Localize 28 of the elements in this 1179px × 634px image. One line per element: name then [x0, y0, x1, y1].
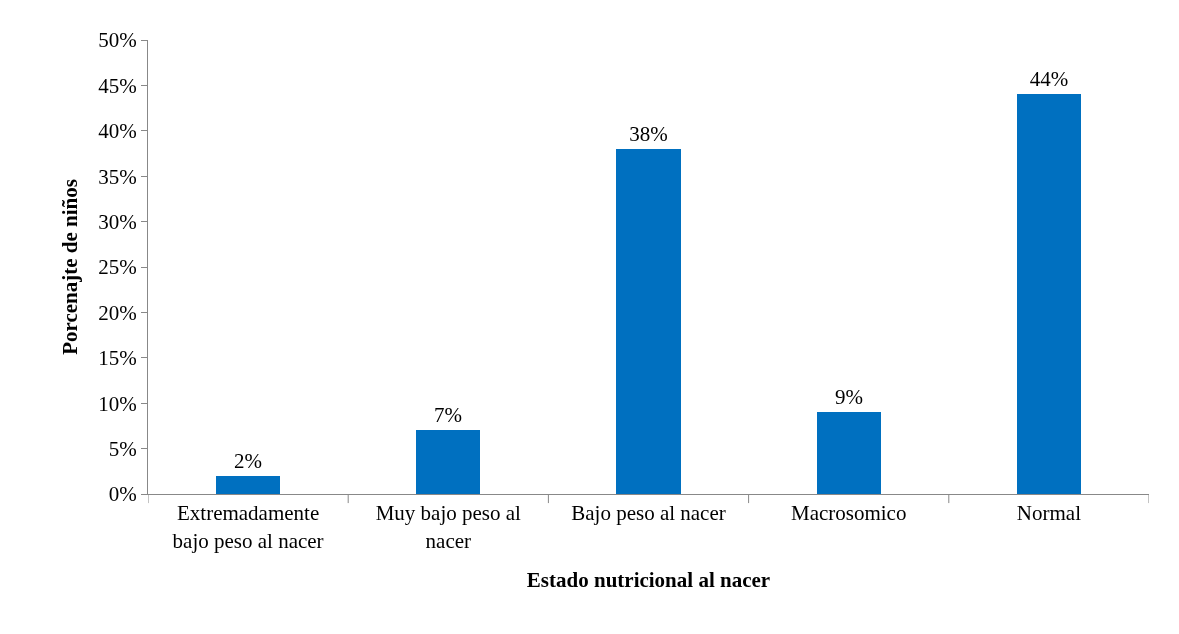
y-tick-label: 35%: [98, 164, 137, 189]
y-tick-label: 15%: [98, 346, 137, 371]
x-tick-label: Muy bajo peso al nacer: [375, 501, 522, 553]
x-tick-label: Normal: [1016, 501, 1082, 526]
x-tick-label: Macrosomico: [790, 501, 907, 526]
y-tick-label: 20%: [98, 300, 137, 325]
y-tick-label: 40%: [98, 119, 137, 144]
bar: [817, 412, 881, 494]
bar: [216, 476, 280, 494]
x-tick-label: Extremadamente bajo peso al nacer: [172, 501, 324, 553]
bar: [1017, 94, 1081, 494]
data-label: 7%: [434, 403, 462, 427]
x-tick-label: Bajo peso al nacer: [571, 501, 726, 526]
y-tick-label: 0%: [108, 482, 137, 507]
y-tick-label: 50%: [98, 28, 137, 53]
y-tick-label: 5%: [108, 436, 137, 461]
y-tick-label: 10%: [98, 391, 137, 416]
data-label: 9%: [835, 385, 863, 409]
data-label: 2%: [234, 449, 262, 473]
y-tick-label: 45%: [98, 73, 137, 98]
y-tick-label: 30%: [98, 209, 137, 234]
bar: [616, 149, 681, 494]
bar: [416, 430, 480, 494]
x-axis-title: Estado nutricional al nacer: [526, 567, 771, 592]
y-tick-label: 25%: [98, 255, 137, 280]
data-label: 44%: [1029, 67, 1069, 91]
data-label: 38%: [629, 122, 668, 146]
y-axis-title: Porcenajte de niños: [58, 179, 83, 355]
